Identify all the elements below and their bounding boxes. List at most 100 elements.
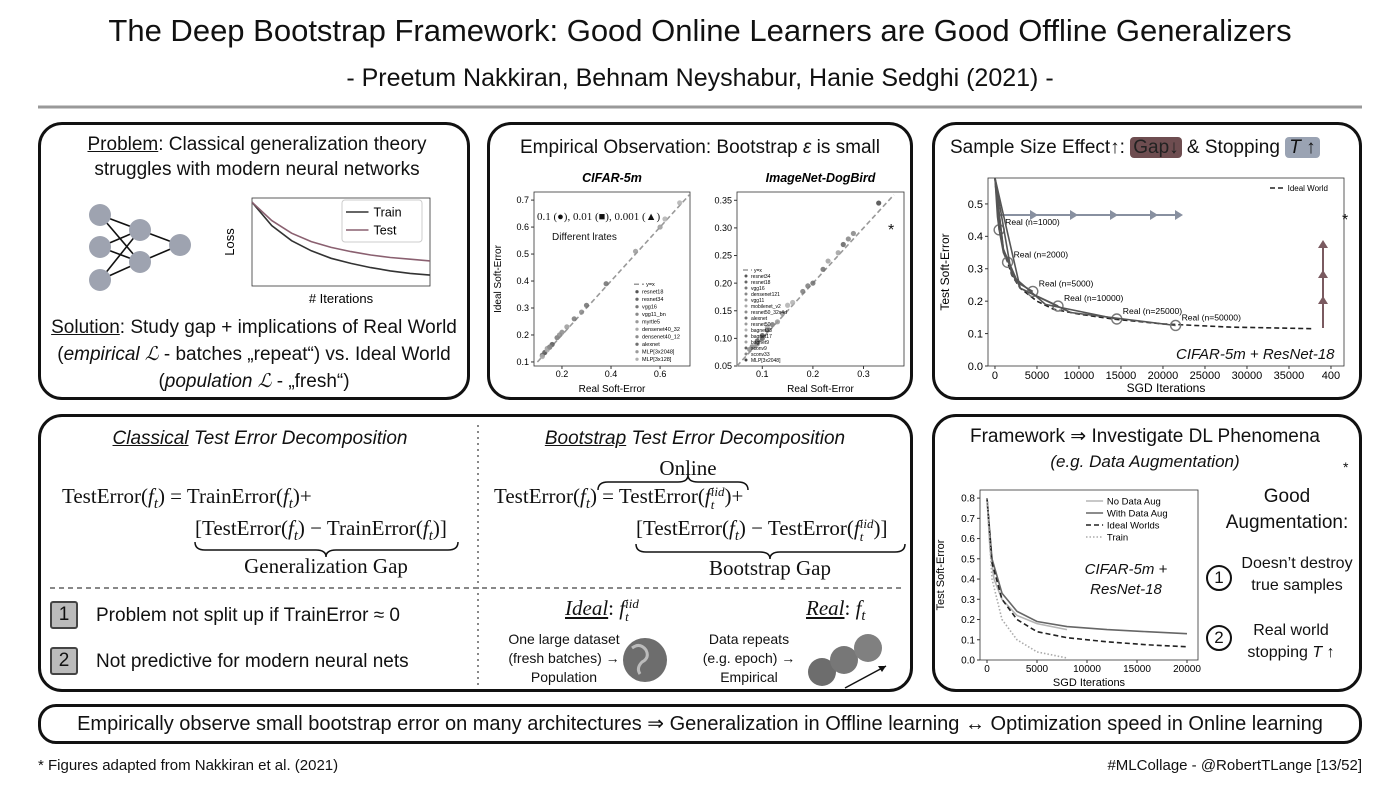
point [747, 346, 753, 353]
legend-marker [744, 340, 748, 344]
series-line [986, 498, 1068, 659]
panel [932, 122, 1362, 400]
legend-label: mobilenet_v2 [751, 304, 781, 310]
legend-label: resnet34 [751, 274, 771, 280]
text-part: - „fresh“) [271, 371, 350, 392]
plot-frame [736, 191, 905, 367]
annotation: * [1342, 212, 1349, 229]
series-label: Real (n=25000) [1123, 306, 1183, 316]
plot-frame [533, 191, 691, 367]
panel-title: Framework ⇒ Investigate DL Phenomena [970, 426, 1320, 447]
legend-label: MLP[3x128] [642, 357, 672, 363]
point [790, 299, 796, 306]
x-tick-label: 35000 [1274, 370, 1305, 382]
point [752, 344, 758, 350]
y-tick-label: 0.15 [714, 306, 732, 316]
series-label: Real (n=10000) [1064, 293, 1124, 303]
text-part: Bootstrap [544, 428, 627, 449]
text-part: Real world stopping [1247, 622, 1329, 661]
text-part: f [282, 484, 289, 508]
legend-label: sconv9 [751, 346, 767, 352]
x-tick-label: 0.1 [756, 369, 769, 379]
legend-label: bagnet17 [751, 334, 772, 340]
legend-label: With Data Aug [1107, 508, 1168, 519]
y-tick-label: 0.4 [516, 276, 529, 286]
legend-marker [744, 310, 748, 314]
x-tick-label: 0.3 [857, 369, 870, 379]
y-tick-label: 0.4 [961, 575, 975, 586]
text-part: Gap↓ [1130, 137, 1182, 158]
x-tick-label: 25000 [1190, 370, 1221, 382]
legend-marker [744, 292, 748, 296]
conclusion: Empirically observe small bootstrap erro… [38, 704, 1362, 744]
stop-point [1169, 319, 1182, 332]
y-tick-label: 0.25 [714, 251, 732, 261]
series-line [994, 177, 1176, 327]
chart-title: ImageNet-DogBird [766, 171, 876, 185]
series-line [736, 194, 895, 367]
annotation: * [888, 222, 895, 239]
text-part: f [287, 516, 294, 540]
legend-marker [744, 316, 748, 320]
footer-left: * Figures adapted from Nakkiran et al. (… [38, 757, 339, 774]
y-tick-label: 0.10 [714, 334, 732, 344]
y-tick-label: 0.1 [968, 328, 983, 340]
x-tick-label: 30000 [1232, 370, 1263, 382]
legend-label: Train [1107, 532, 1128, 543]
x-tick-label: 20000 [1173, 664, 1201, 675]
y-tick-label: 0.1 [516, 357, 529, 367]
text-part: Test Error Decomposition [188, 428, 408, 449]
real-text: Data repeats (e.g. epoch) → Empirical [702, 631, 796, 685]
underbrace [194, 541, 459, 558]
panel-subtitle: (e.g. Data Augmentation) [1050, 452, 1240, 471]
point [774, 319, 781, 325]
text-part: f [619, 596, 626, 620]
point [539, 353, 545, 360]
y-tick-label: 0.4 [968, 231, 983, 243]
legend-label: Test [374, 223, 397, 237]
text-part: Solution [51, 317, 120, 338]
text-part: iid [710, 484, 725, 500]
y-tick-label: 0.1 [961, 635, 975, 646]
text-part: Real [806, 596, 845, 620]
panel [38, 414, 913, 692]
legend-label: resnet18 [642, 290, 663, 296]
y-tick-label: 0.2 [968, 296, 983, 308]
annotation: Different lrates [552, 232, 617, 243]
point [779, 310, 786, 317]
text-part: [TestError( [195, 516, 288, 540]
y-tick-label: 0.3 [961, 595, 975, 606]
panel [932, 414, 1362, 692]
text-part: t [861, 608, 866, 625]
legend-label: bagnet9 [751, 340, 769, 346]
text-part: f [704, 484, 711, 508]
brace-label: Generalization Gap [244, 554, 408, 578]
legend-label: resnet18 [751, 280, 771, 286]
text-part: )] [432, 516, 447, 540]
text-part: T ↑ [1285, 137, 1320, 158]
x-axis-label: Real Soft-Error [579, 384, 646, 395]
x-tick-label: 10000 [1064, 370, 1095, 382]
point [764, 324, 770, 330]
legend-marker [744, 304, 748, 308]
text-part: f [855, 596, 862, 620]
heading: Bootstrap Test Error Decomposition [485, 426, 905, 451]
point [845, 236, 851, 242]
panel-title: Sample Size Effect↑: Gap↓ & Stopping T ↑ [950, 135, 1360, 160]
point [825, 258, 831, 264]
series-label: Real (n=2000) [1014, 249, 1069, 259]
issue: Not predictive for modern neural nets [96, 651, 409, 672]
point [657, 224, 663, 230]
point [876, 200, 882, 206]
point [571, 316, 577, 322]
stop-arrows [1000, 210, 1328, 328]
point [662, 216, 668, 222]
legend-marker [635, 297, 639, 301]
real-label: Real: ft [806, 596, 866, 629]
legend-label: densenet40_32 [642, 327, 680, 333]
text-part: ε [803, 137, 812, 158]
text-part: )+ [724, 484, 744, 508]
legend-label: MLP[3x2048] [751, 358, 781, 364]
overbrace [597, 474, 749, 491]
